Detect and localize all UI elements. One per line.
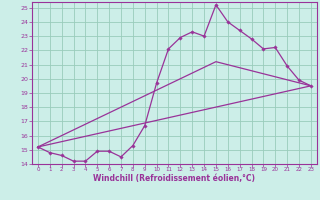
X-axis label: Windchill (Refroidissement éolien,°C): Windchill (Refroidissement éolien,°C) [93, 174, 255, 183]
